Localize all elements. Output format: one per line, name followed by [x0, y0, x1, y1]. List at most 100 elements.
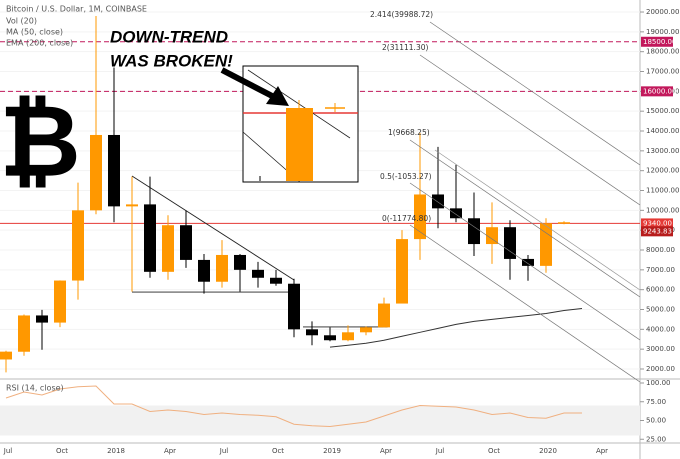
y-tick-label: 17000.00 [646, 68, 679, 76]
fib-label: 1(9668.25) [388, 128, 430, 137]
candle-body [540, 223, 552, 266]
candle-body [144, 204, 156, 272]
candle-body [18, 315, 30, 352]
price-tag-label: 16000.00 [643, 87, 676, 95]
candle-body [36, 315, 48, 323]
y-tick-label: 12000.00 [646, 167, 679, 175]
fib-line [409, 182, 641, 341]
price-tag [641, 86, 673, 97]
annotation: WAS BROKEN! [110, 51, 233, 70]
rsi-title: RSI (14, close) [6, 384, 64, 393]
inset-candle [286, 108, 313, 181]
x-tick-label: Jul [219, 447, 229, 455]
fib-label: 2.414(39988.72) [370, 10, 433, 19]
inset [242, 65, 359, 183]
candle-body [126, 204, 138, 207]
arrow [220, 67, 289, 106]
candle-body [504, 227, 516, 259]
y-tick-label: 18000.00 [646, 48, 679, 56]
y-tick-label: 100.00 [646, 379, 671, 387]
fib-channel [409, 21, 641, 383]
candle-body [198, 259, 210, 282]
candle-body [162, 225, 174, 272]
fib-label: 2(31111.30) [382, 43, 428, 52]
indicator-label: MA (50, close) [6, 28, 63, 37]
price-tag [641, 218, 673, 229]
y-tick-label: 20000.00 [646, 8, 679, 16]
candle-body [288, 283, 300, 330]
fib-line [409, 224, 641, 383]
y-tick-label: 6000.00 [646, 286, 675, 294]
x-tick-label: 2019 [323, 447, 341, 455]
fib-line [429, 21, 641, 166]
y-tick-label: 15000.00 [646, 107, 679, 115]
price-tag-label: 9340.00 [643, 219, 672, 227]
candle-body [360, 327, 372, 333]
x-tick-label: Oct [272, 447, 284, 455]
fib-label: 0(-11774.80) [382, 214, 431, 223]
candle-body [72, 210, 84, 281]
annotation: DOWN-TREND [110, 27, 228, 46]
x-tick-label: 2020 [539, 447, 557, 455]
bitcoin-logo: ₿ [0, 82, 81, 199]
candle-body [0, 351, 12, 360]
y-tick-label: 13000.00 [646, 147, 679, 155]
candle-body [486, 227, 498, 245]
fib-line [419, 54, 641, 206]
price-tag-label: 18500.00 [643, 38, 676, 46]
fib-line [409, 139, 641, 298]
candle-body [522, 258, 534, 266]
candle-body [252, 269, 264, 278]
y-tick-label: 11000.00 [646, 187, 679, 195]
x-tick-label: Oct [488, 447, 500, 455]
chart-title: Bitcoin / U.S. Dollar, 1M, COINBASE [6, 5, 147, 14]
y-tick-label: 75.00 [646, 398, 666, 406]
candle-body [234, 254, 246, 270]
y-tick-label: 10000.00 [646, 206, 679, 214]
arrow-shaft [220, 67, 278, 101]
x-tick-label: Jul [3, 447, 13, 455]
arrow-head [266, 86, 289, 106]
candle-body [378, 303, 390, 328]
candle-body [324, 335, 336, 341]
candle-body [450, 208, 462, 219]
trendline [131, 175, 295, 281]
y-tick-label: 5000.00 [646, 305, 675, 313]
y-tick-label: 19000.00 [646, 28, 679, 36]
price-tag-label: 9243.83 [643, 227, 672, 235]
candle-body [414, 194, 426, 240]
candle-body [180, 225, 192, 260]
x-tick-label: Apr [164, 447, 176, 455]
y-tick-label: 8000.00 [646, 246, 675, 254]
y-tick-label: 14000.00 [646, 127, 679, 135]
candle-body [108, 134, 120, 207]
candle-body [432, 194, 444, 209]
candle-body [396, 239, 408, 304]
x-tick-label: Oct [56, 447, 68, 455]
candle-body [342, 332, 354, 341]
rsi-line [5, 385, 582, 428]
y-tick-label: 50.00 [646, 417, 666, 425]
x-tick-label: Apr [596, 447, 608, 455]
indicator-label: EMA (200, close) [6, 39, 73, 48]
candle-body [558, 222, 570, 224]
x-tick-label: Apr [380, 447, 392, 455]
candle-body [468, 218, 480, 245]
candle-body [54, 280, 66, 323]
indicator-label: Vol (20) [6, 17, 37, 26]
y-tick-label: 2000.00 [646, 365, 675, 373]
x-tick-label: Jul [435, 447, 445, 455]
price-tag [641, 36, 673, 47]
y-tick-label: 4000.00 [646, 325, 675, 333]
y-tick-label: 25.00 [646, 435, 666, 443]
candle-body [90, 134, 102, 211]
x-tick-label: 2018 [107, 447, 125, 455]
y-tick-label: 7000.00 [646, 266, 675, 274]
fib-label: 0.5(-1053.27) [380, 172, 432, 181]
candle-body [306, 329, 318, 336]
price-tag [641, 226, 673, 237]
fib-line [434, 149, 641, 291]
candle-body [270, 277, 282, 284]
